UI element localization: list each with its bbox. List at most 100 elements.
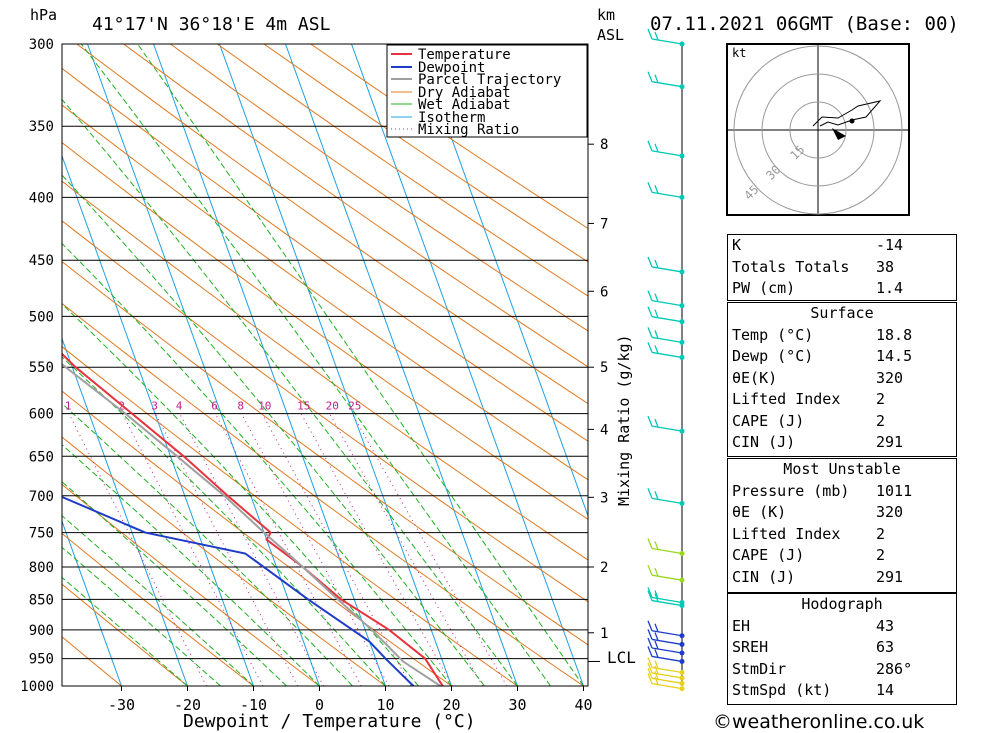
wet-adiabat-line <box>62 242 452 686</box>
wind-barb-staff <box>651 266 683 273</box>
wind-barb-flag <box>647 342 653 353</box>
wet-adiabat-line <box>137 44 584 686</box>
wind-barb-staff <box>651 638 683 646</box>
wind-barb-flag <box>654 293 659 302</box>
pressure-tick-label: 1000 <box>20 679 54 695</box>
wind-barb <box>647 488 685 506</box>
hodograph-stats-panel: Hodograph EH 43 SREH 63 StmDir 286° StmSpd … <box>727 593 957 705</box>
hodograph-ring-45 <box>733 45 903 215</box>
wind-barb-staff <box>651 351 683 359</box>
eh-label: EH <box>732 616 751 635</box>
height-tick-label: 2 <box>600 560 608 576</box>
series-temperature <box>62 352 444 686</box>
isotherm-line <box>62 337 188 686</box>
dry-adiabat-line <box>62 636 122 686</box>
wind-barb-staff <box>651 299 683 307</box>
profile-series <box>62 352 444 686</box>
surface-theta-label: θE(K) <box>732 368 778 387</box>
surface-dewp-value: 14.5 <box>876 347 913 365</box>
pw-value: 1.4 <box>876 279 904 297</box>
mixing-ratio-axis-label: Mixing Ratio (g/kg) <box>615 334 633 506</box>
legend-dry-adiabat: Dry Adiabat <box>418 85 511 101</box>
pressure-tick-label: 800 <box>29 560 54 576</box>
height-tick-label: 1 <box>600 626 608 642</box>
dry-adiabat-line <box>216 44 588 297</box>
hodo-stats-title: Hodograph <box>801 595 883 613</box>
wind-barb-staff <box>651 683 683 690</box>
wind-barb-flag <box>654 31 659 41</box>
wind-barb-flag <box>654 491 659 500</box>
stmspd-value: 14 <box>876 681 895 699</box>
hodograph-ring-30 <box>761 73 875 187</box>
legend: Temperature Dewpoint Parcel Trajectory D… <box>386 44 588 138</box>
surface-temp-value: 18.8 <box>876 325 913 344</box>
wind-barb-flag <box>647 488 653 499</box>
wind-barb-flag <box>654 649 659 658</box>
wind-barb-staff <box>651 647 683 654</box>
wind-barb-staff <box>651 630 683 637</box>
hodograph-trace <box>812 100 882 127</box>
mixing-ratio-label: 15 <box>297 400 310 413</box>
wind-barb-flag <box>654 632 659 641</box>
wind-barb-flag <box>647 587 653 598</box>
mu-pressure-label: Pressure (mb) <box>732 481 850 500</box>
temperature-tick-label: -10 <box>240 696 267 714</box>
wind-barb-staff <box>651 666 683 674</box>
mu-cin-value: 291 <box>876 567 904 586</box>
mixing-ratio-line <box>240 413 390 686</box>
mixing-ratio-label: 4 <box>176 400 183 413</box>
stmspd-label: StmSpd (kt) <box>732 681 832 699</box>
sreh-value: 63 <box>876 638 895 656</box>
mixing-ratio-label: 6 <box>211 400 218 413</box>
wind-barb-flag <box>654 143 659 153</box>
dry-adiabat-line <box>62 483 320 686</box>
surface-dewp-label: Dewp (°C) <box>732 347 814 365</box>
wind-barb-flag <box>654 309 659 318</box>
lcl-label: LCL <box>607 648 636 667</box>
wind-barb-flag <box>654 418 659 428</box>
wind-barb-flag <box>654 330 659 339</box>
surface-panel: Surface Temp (°C) 18.8 Dewp (°C) 14.5 θE(K… <box>727 302 957 457</box>
height-tick-label: 3 <box>600 490 608 506</box>
wind-barb <box>647 327 685 345</box>
mixing-ratio-label: 8 <box>237 400 244 413</box>
hodograph: kt 15 30 45 <box>726 43 910 216</box>
stmdir-value: 286° <box>876 659 913 678</box>
wind-barb-flag <box>654 623 659 632</box>
mixing-ratio-label: 25 <box>348 400 361 413</box>
surface-theta-value: 320 <box>876 368 904 387</box>
mixing-ratio-label: 20 <box>326 400 339 413</box>
wind-barb-staff <box>651 599 683 607</box>
wind-barb-flag <box>654 567 659 577</box>
wind-barb-flag <box>654 671 659 680</box>
tt-value: 38 <box>876 257 895 276</box>
wind-barb-flag <box>654 74 659 83</box>
legend-temperature: Temperature <box>418 47 511 63</box>
pressure-tick-label: 300 <box>29 37 54 53</box>
height-unit-label: km <box>597 6 615 24</box>
wind-barb-flag <box>647 637 653 649</box>
wind-barb-flag <box>647 673 653 684</box>
hodograph-dot <box>849 118 855 124</box>
wind-barb-flag <box>654 640 659 650</box>
dry-adiabat-line <box>76 44 588 405</box>
wind-barb <box>647 538 685 557</box>
pw-label: PW (cm) <box>732 279 796 297</box>
k-value: -14 <box>876 236 904 254</box>
wind-barb-flag <box>647 662 653 674</box>
wind-barb <box>647 646 685 664</box>
wind-barb-flag <box>647 657 653 668</box>
sreh-label: SREH <box>732 638 769 656</box>
wind-barb-flag <box>654 541 659 550</box>
wind-barb-flag <box>647 290 653 301</box>
most-unstable-title: Most Unstable <box>783 460 901 478</box>
wind-barb-staff <box>651 672 683 679</box>
wind-barb <box>647 342 685 360</box>
dry-adiabat-line <box>170 44 588 332</box>
pressure-tick-label: 450 <box>29 253 54 269</box>
pressure-tick-label: 400 <box>29 190 54 206</box>
wind-barb-flag <box>654 665 659 675</box>
wind-barb <box>647 28 685 47</box>
wind-barb-flag <box>647 71 653 82</box>
credit-text[interactable]: ©weatheronline.co.uk <box>713 711 925 733</box>
